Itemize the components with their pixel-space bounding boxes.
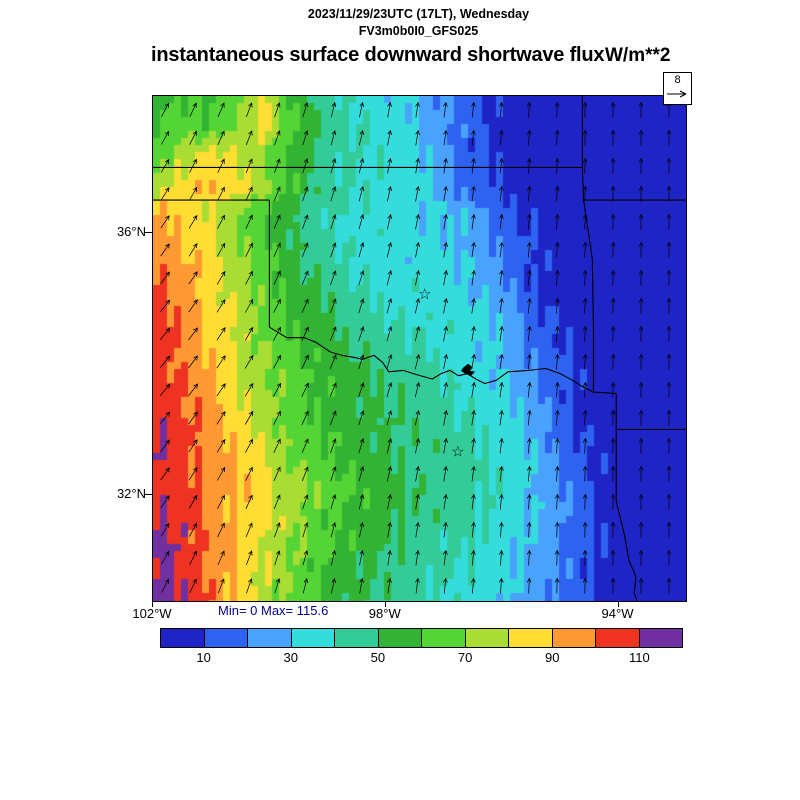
lake-blob [461,363,476,376]
colorbar-box-3 [290,628,335,648]
colorbar-box-2 [247,628,292,648]
colorbar-tick-label: 10 [196,650,211,665]
colorbar-box-11 [638,628,683,648]
wind-reference-legend: 8 [663,72,692,105]
wind-vectors [159,101,672,594]
map-overlay-svg: ☆☆ [153,96,686,601]
colorbar-tick-label: 90 [545,650,560,665]
colorbar-box-8 [508,628,553,648]
lat-tick-mark [145,493,152,495]
colorbar-tick-label: 30 [283,650,298,665]
flux-heatmap-canvas [153,96,686,601]
colorbar-box-1 [203,628,248,648]
colorbar-tick-label: 110 [629,650,650,665]
units-label: W/m**2 [605,45,671,66]
lon-tick-mark [152,602,153,607]
lon-tick-mark [617,602,619,607]
lat-tick-mark [145,231,152,233]
colorbar-box-6 [421,628,466,648]
chart-title: instantaneous surface downward shortwave… [151,44,605,66]
map-markers: ☆☆ [418,285,476,461]
datetime-label: 2023/11/29/23UTC (17LT), Wednesday [307,7,530,21]
lat-tick-label: 32°N [116,485,146,501]
lon-tick-label: 94°W [601,606,634,621]
wind-reference-value: 8 [674,74,681,86]
star-marker-2: ☆ [451,443,464,461]
lon-tick-mark [384,602,386,607]
colorbar-tick-label: 70 [457,650,473,665]
colorbar-box-4 [334,628,379,648]
header: 2023/11/29/23UTC (17LT), Wednesday FV3m0… [152,6,685,40]
lat-tick-label: 36°N [116,223,146,239]
colorbar-box-7 [464,628,509,648]
star-marker-1: ☆ [418,285,431,303]
map-plot-area: ☆ ☆ [152,95,687,602]
colorbar-box-5 [377,628,422,648]
model-run-label: FV3m0b0I0_GFS025 [358,24,479,38]
minmax-annotation: Min= 0 Max= 115.6 [218,603,329,618]
colorbar-box-10 [595,628,640,648]
colorbar-box-0 [160,628,205,648]
colorbar-tick-label: 50 [370,650,386,665]
lon-tick-label: 98°W [368,606,401,621]
lon-tick-label: 102°W [132,606,172,621]
colorbar [160,628,683,648]
state-borders [153,96,686,601]
colorbar-box-9 [551,628,596,648]
wind-reference-arrow-icon [664,88,691,104]
